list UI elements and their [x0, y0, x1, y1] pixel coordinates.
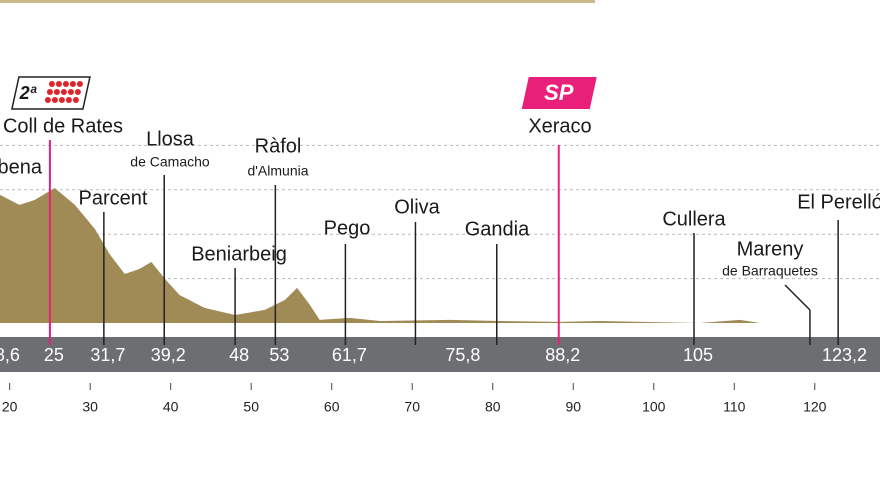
town-name: Mareny — [737, 238, 804, 260]
town-name: El Perelló — [797, 191, 880, 213]
town-name: Parcent — [79, 187, 148, 209]
town-name: Cullera — [662, 208, 726, 230]
x-tick-label: 80 — [485, 399, 501, 415]
town-sub: d'Almunia — [247, 163, 308, 179]
town-sub: de Camacho — [130, 154, 210, 170]
badge-text: SP — [544, 80, 574, 105]
town-name: Pego — [324, 217, 371, 239]
x-tick-label: 110 — [723, 399, 746, 415]
badge-dot — [46, 89, 53, 95]
town-sub: de Barraquetes — [722, 263, 818, 279]
badge-text: 2ª — [19, 83, 38, 103]
town-name: Gandia — [465, 218, 530, 240]
badge-dot — [62, 81, 69, 87]
km-label: 75,8 — [445, 345, 480, 365]
km-label: 105 — [683, 345, 713, 365]
town-name: Ràfol — [255, 135, 302, 157]
leader-line — [784, 284, 811, 311]
badge-dot — [48, 81, 55, 87]
badge-dot — [76, 81, 83, 87]
town-name: Beniarbeig — [191, 243, 287, 265]
town-name: Oliva — [394, 196, 440, 218]
km-label: 53 — [269, 345, 289, 365]
x-tick-label: 70 — [404, 399, 420, 415]
km-label: 61,7 — [332, 345, 367, 365]
km-label: 88,2 — [545, 345, 580, 365]
km-label: 31,7 — [90, 345, 125, 365]
badge-dot — [60, 89, 67, 95]
badge-dot — [65, 97, 72, 103]
x-tick-label: 50 — [243, 399, 259, 415]
badge-dot — [58, 97, 65, 103]
x-tick-label: 100 — [642, 399, 666, 415]
km-label: 123,2 — [822, 345, 867, 365]
badge-dot — [67, 89, 74, 95]
badge-dot — [69, 81, 76, 87]
badge-dot — [74, 89, 81, 95]
km-label: 25 — [44, 345, 64, 365]
x-tick-label: 40 — [163, 399, 179, 415]
town-name: Coll de Rates — [3, 115, 123, 137]
town-name: Llosa — [146, 128, 195, 150]
x-tick-label: 30 — [82, 399, 98, 415]
badge-dot — [72, 97, 79, 103]
km-label: 48 — [229, 345, 249, 365]
badge-dot — [55, 81, 62, 87]
town-name: Xeraco — [528, 115, 591, 137]
badge-dot — [53, 89, 60, 95]
badge-box — [521, 77, 597, 109]
profile-area — [0, 188, 880, 323]
x-tick-label: 120 — [803, 399, 827, 415]
km-label: 39,2 — [151, 345, 186, 365]
x-tick-label: 20 — [2, 399, 18, 415]
x-tick-label: 90 — [565, 399, 581, 415]
town-name: Tàrbena — [0, 156, 43, 178]
x-tick-label: 60 — [324, 399, 340, 415]
km-band — [0, 337, 880, 372]
km-label: 18,6 — [0, 345, 20, 365]
badge-dot — [44, 97, 51, 103]
badge-dot — [51, 97, 58, 103]
